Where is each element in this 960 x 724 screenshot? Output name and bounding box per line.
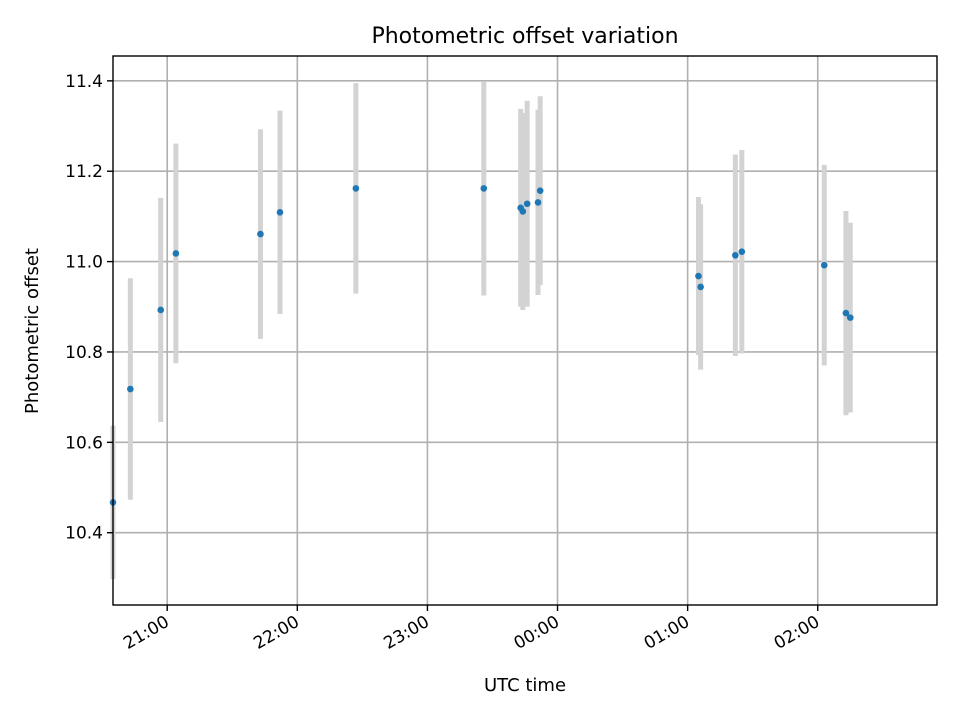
data-point	[172, 250, 180, 257]
y-tick-label: 10.8	[65, 343, 103, 363]
data-point	[534, 199, 542, 206]
x-tick-label: 01:00	[641, 612, 693, 654]
grid	[113, 56, 937, 605]
data-point	[127, 385, 134, 393]
data-point	[519, 208, 527, 215]
y-tick-label: 10.6	[65, 433, 103, 453]
data-point	[257, 230, 264, 238]
plot-frame	[112, 55, 938, 606]
data-point	[480, 185, 488, 192]
y-tick-label: 11.2	[65, 162, 103, 182]
y-axis-ticks: 10.4 10.6 10.8 11.0 11.2 11.4	[65, 72, 113, 544]
x-axis-label: UTC time	[484, 675, 566, 696]
data-point	[846, 314, 854, 321]
data-points	[109, 185, 854, 506]
y-tick-label: 11.4	[65, 72, 103, 92]
data-point	[732, 251, 739, 259]
y-tick-label: 11.0	[65, 253, 103, 273]
x-axis-ticks: 21:00 22:00 23:00 00:00 01:00 02:00	[120, 605, 823, 654]
y-tick-label: 10.4	[65, 524, 103, 544]
error-bars	[110, 81, 853, 580]
data-point	[157, 306, 165, 314]
data-point	[276, 209, 284, 216]
data-point	[523, 200, 531, 208]
data-point	[842, 309, 850, 317]
y-axis-label: Photometric offset	[22, 248, 43, 414]
x-tick-label: 21:00	[120, 612, 172, 654]
data-point	[820, 261, 828, 269]
data-point	[536, 187, 544, 194]
x-tick-label: 22:00	[250, 612, 302, 654]
x-tick-label: 23:00	[380, 612, 432, 654]
x-tick-label: 00:00	[511, 612, 563, 654]
x-tick-label: 02:00	[771, 612, 823, 654]
data-point	[352, 185, 360, 192]
data-point	[695, 272, 702, 280]
data-point	[697, 283, 704, 291]
chart-title: Photometric offset variation	[371, 24, 678, 49]
data-point	[738, 248, 746, 255]
